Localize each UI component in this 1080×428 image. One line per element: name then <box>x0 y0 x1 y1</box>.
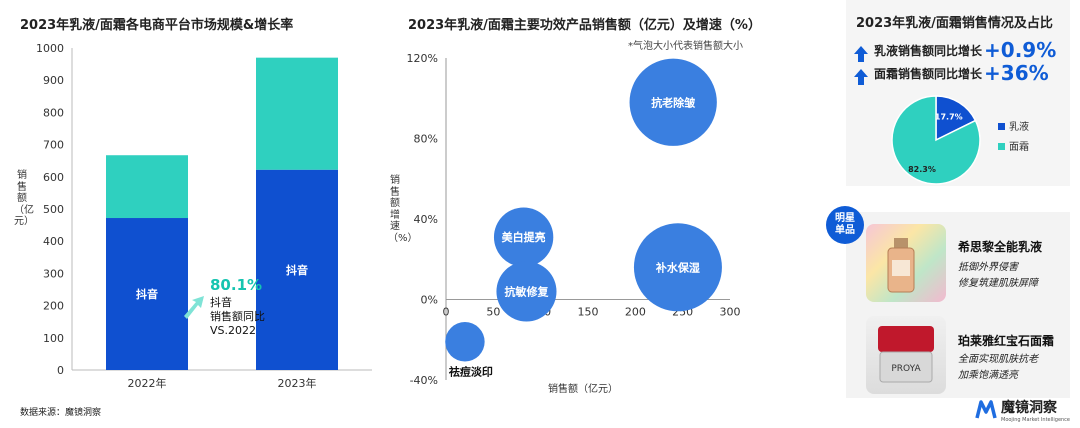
stat-cream-label: 面霜销售额同比增长 <box>874 66 983 81</box>
bar-y-tick-label: 700 <box>43 139 64 152</box>
product-1-name: 希思黎全能乳液 <box>958 240 1043 254</box>
growth-line-1: 抖音 <box>210 296 232 309</box>
bar-x-tick-label: 2022年 <box>128 376 167 390</box>
bubble-x-tick-label: 300 <box>720 306 741 319</box>
pie-chart-title: 2023年乳液/面霜销售情况及占比 <box>856 16 1053 31</box>
proya-cream-image: PROYA <box>866 316 946 394</box>
logo-text: 魔镜洞察 <box>1001 400 1057 416</box>
bubble-抗老除皱 <box>629 58 717 146</box>
pie-legend-swatch <box>998 123 1005 130</box>
bubble-y-tick-label: 80% <box>414 133 438 146</box>
bubble-chart-subtitle: *气泡大小代表销售额大小 <box>628 41 743 52</box>
growth-arrow-icon <box>184 296 204 319</box>
bar-2023年-0 <box>256 169 338 370</box>
bar-y-tick-label: 300 <box>43 267 64 280</box>
bubble-x-tick-label: 50 <box>486 306 500 319</box>
product-1-desc-1: 抵御外界侵害 <box>958 262 1018 273</box>
product-2-name: 珀莱雅红宝石面霜 <box>958 334 1055 348</box>
up-arrow-icon <box>854 69 868 85</box>
bubble-美白提亮 <box>493 207 554 267</box>
pie-legend-label: 乳液 <box>1009 120 1029 133</box>
growth-line-3: VS.2022 <box>210 324 256 337</box>
bubble-label: 补水保湿 <box>655 260 700 274</box>
product-2-desc-1: 全面实现肌肤抗老 <box>958 354 1038 365</box>
pie-legend-label: 面霜 <box>1009 141 1029 153</box>
up-arrow-icon <box>854 46 868 62</box>
bar-y-tick-label: 0 <box>57 364 64 377</box>
bubble-补水保湿 <box>633 223 722 312</box>
bar-y-tick-label: 900 <box>43 74 64 87</box>
bar-series-label: 抖音 <box>286 263 308 277</box>
logo-subtext: Moojing Market Intelligence <box>1001 417 1071 423</box>
bubble-label: 抗老除皱 <box>651 95 695 109</box>
bubble-祛痘淡印 <box>445 322 485 362</box>
badge-line-1: 明星 <box>835 213 855 224</box>
moojing-logo: 魔镜洞察 Moojing Market Intelligence <box>975 397 1070 423</box>
bubble-label: 美白提亮 <box>502 230 546 244</box>
bar-y-tick-label: 500 <box>43 203 64 216</box>
bar-chart: 0 100 200 300 400 500 600 700 800 900 1000 2022年 202… <box>36 42 372 390</box>
bubble-x-tick-label: 200 <box>625 306 646 319</box>
bubble-y-tick-label: -40% <box>410 374 438 387</box>
bubble-chart-ylabel: 销售额增速（%） <box>388 175 418 244</box>
pie-slice-乳液 <box>935 95 977 142</box>
bar-y-tick-label: 1000 <box>36 42 64 55</box>
pie-legend-swatch <box>998 143 1005 150</box>
badge-line-2: 单品 <box>835 225 855 236</box>
bubble-chart-title: 2023年乳液/面霜主要功效产品销售额（亿元）及增速（%） <box>408 18 761 33</box>
growth-line-2: 销售额同比 <box>210 310 265 323</box>
star-product-badge: 明星 单品 <box>826 206 864 244</box>
bar-x-tick-label: 2023年 <box>278 376 317 390</box>
bar-y-tick-label: 100 <box>43 332 64 345</box>
bar-y-tick-label: 600 <box>43 171 64 184</box>
bar-y-tick-label: 200 <box>43 300 64 313</box>
bubble-抗敏修复 <box>496 261 557 322</box>
bubble-y-tick-label: 120% <box>407 52 438 65</box>
pie-slice-label: 17.7% <box>935 112 963 121</box>
stat-cream-value: +36% <box>984 61 1049 85</box>
bubble-chart-xlabel: 销售额（亿元） <box>548 384 618 395</box>
bubble-label: 祛痘淡印 <box>449 364 493 378</box>
stat-cream: 面霜销售额同比增长 +36% <box>854 61 1049 85</box>
bar-2022年-0 <box>106 218 188 370</box>
sales-share-panel: 2023年乳液/面霜销售情况及占比 乳液销售额同比增长 +0.9% 面霜销售额同… <box>846 0 1070 186</box>
sisley-lotion-image <box>866 224 946 302</box>
stat-lotion-value: +0.9% <box>984 38 1057 62</box>
star-products-panel: 希思黎全能乳液 抵御外界侵害 修复筑建肌肤屏障 PROYA 珀莱雅红宝石面霜 全… <box>846 212 1070 398</box>
stat-lotion-label: 乳液销售额同比增长 <box>874 43 983 58</box>
growth-value: 80.1% <box>210 276 263 294</box>
bubble-chart: -40%0%40%80%120%050100150200250300 抗老除皱补… <box>407 52 741 387</box>
bar-y-tick-label: 800 <box>43 106 64 119</box>
bar-series-label: 抖音 <box>136 287 158 301</box>
stat-lotion: 乳液销售额同比增长 +0.9% <box>854 38 1057 62</box>
proya-brand-text: PROYA <box>891 364 921 374</box>
bar-y-tick-label: 400 <box>43 235 64 248</box>
bar-chart-ylabel: 销售额（亿元） <box>14 170 34 227</box>
moojing-logo-icon <box>975 400 997 419</box>
pie-slice-面霜 <box>891 95 981 185</box>
product-2-desc-2: 加乘饱满透亮 <box>958 370 1018 381</box>
bubble-y-tick-label: 0% <box>421 294 438 307</box>
bubble-label: 抗敏修复 <box>504 284 549 298</box>
bubble-x-tick-label: 150 <box>578 306 599 319</box>
pie-slice-label: 82.3% <box>908 165 936 174</box>
data-source: 数据来源：魔镜洞察 <box>20 408 102 418</box>
bar-2022年-1 <box>106 155 188 219</box>
bubble-y-tick-label: 40% <box>414 213 438 226</box>
product-1-desc-2: 修复筑建肌肤屏障 <box>958 278 1038 289</box>
bar-2023年-1 <box>256 57 338 170</box>
bar-chart-title: 2023年乳液/面霜各电商平台市场规模&增长率 <box>20 18 294 33</box>
bubble-x-tick-label: 0 <box>443 306 450 319</box>
